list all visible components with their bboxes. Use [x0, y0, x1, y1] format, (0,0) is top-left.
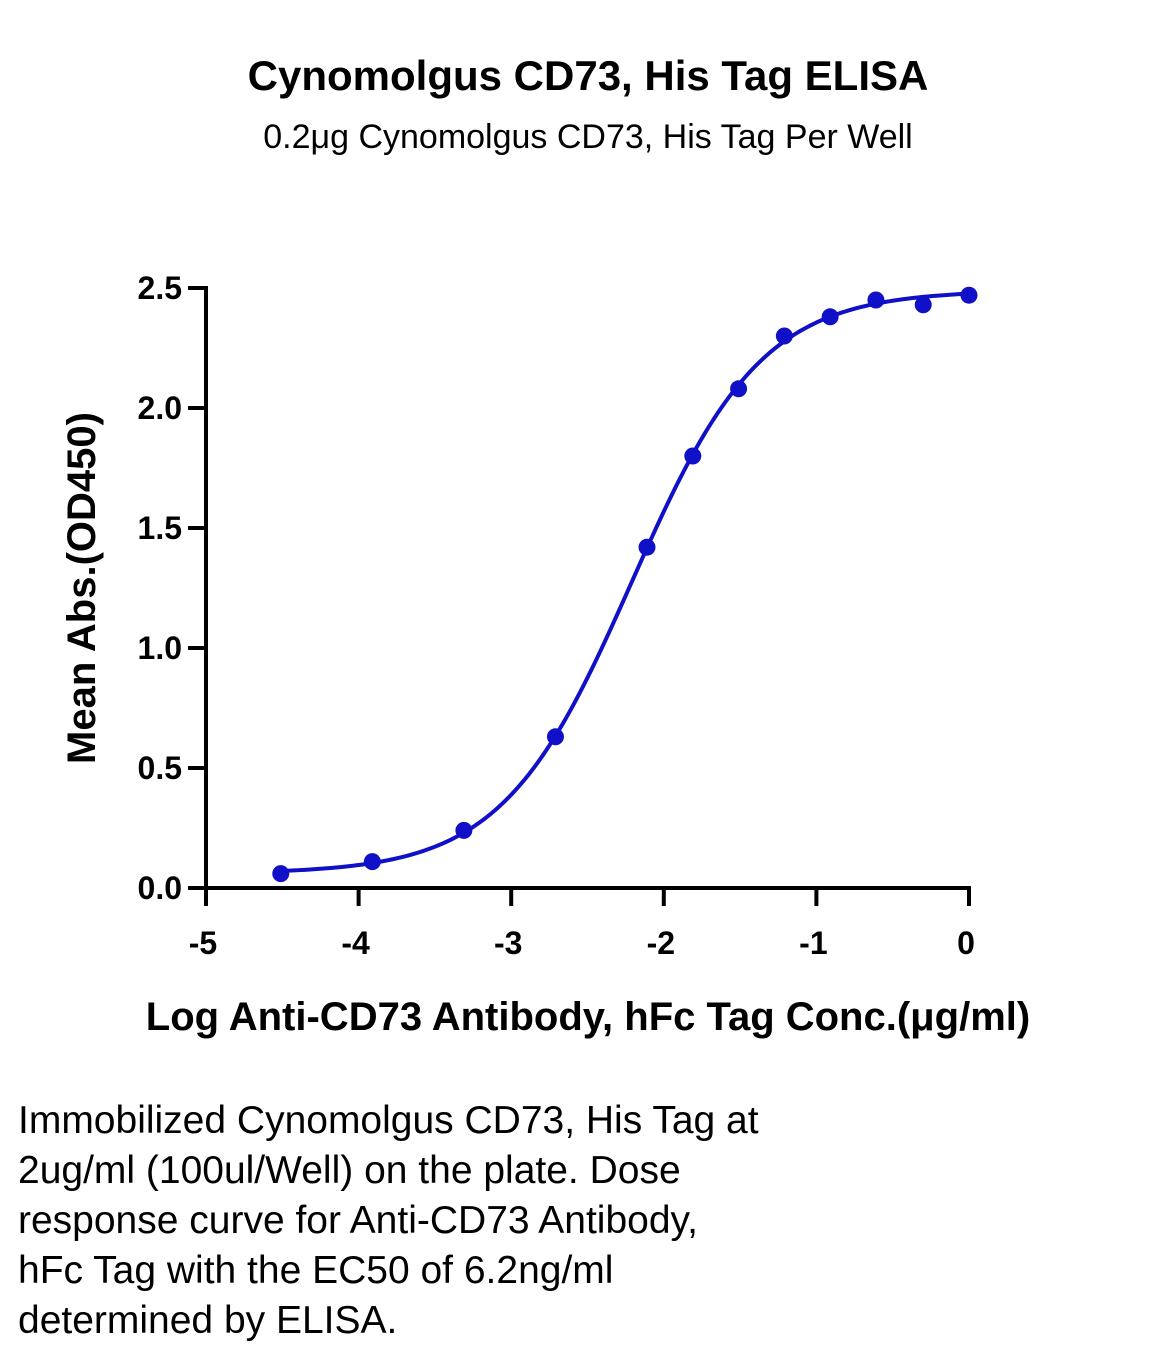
- y-axis-title: Mean Abs.(OD450): [60, 412, 104, 764]
- x-tick-label: -1: [799, 925, 827, 961]
- fit-curve: [280, 291, 970, 873]
- data-point: [960, 286, 978, 304]
- chart-subtitle: 0.2μg Cynomolgus CD73, His Tag Per Well: [263, 118, 913, 156]
- y-tick-label: 1.5: [138, 510, 182, 546]
- caption-line: Immobilized Cynomolgus CD73, His Tag at: [18, 1099, 759, 1142]
- chart-title: Cynomolgus CD73, His Tag ELISA: [247, 52, 929, 99]
- x-tick-label: -2: [647, 925, 675, 961]
- caption-line: 2ug/ml (100ul/Well) on the plate. Dose: [18, 1149, 681, 1192]
- x-tick-label: -4: [341, 925, 370, 961]
- caption-line: response curve for Anti-CD73 Antibody,: [18, 1199, 698, 1242]
- x-tick-label: 0: [957, 925, 975, 961]
- data-point: [775, 327, 793, 345]
- data-point: [638, 538, 656, 556]
- x-tick-label: -5: [189, 925, 217, 961]
- figure-caption: Immobilized Cynomolgus CD73, His Tag at …: [18, 1096, 1138, 1346]
- x-axis-title: Log Anti-CD73 Antibody, hFc Tag Conc.(μg…: [146, 995, 1030, 1039]
- data-point: [363, 853, 381, 871]
- data-point: [914, 296, 932, 314]
- data-point: [867, 291, 885, 309]
- caption-line: determined by ELISA.: [18, 1299, 398, 1342]
- data-point: [546, 728, 564, 746]
- data-point: [821, 308, 839, 326]
- data-point: [272, 865, 290, 883]
- y-tick-label: 1.0: [138, 630, 182, 666]
- chart-plot: 0.0 0.5 1.0 1.5 2.0 2.5 -5 -4 -3 -2 -1 0 Log Anti-CD…: [60, 270, 1030, 1039]
- data-point: [730, 380, 748, 398]
- x-tick-label: -3: [494, 925, 522, 961]
- caption-line: hFc Tag with the EC50 of 6.2ng/ml: [18, 1249, 614, 1292]
- y-tick-label: 2.5: [138, 270, 182, 306]
- data-point: [455, 821, 473, 839]
- y-tick-label: 0.5: [138, 750, 182, 786]
- data-point: [684, 447, 702, 465]
- y-tick-label: 2.0: [138, 390, 182, 426]
- y-tick-label: 0.0: [138, 870, 182, 906]
